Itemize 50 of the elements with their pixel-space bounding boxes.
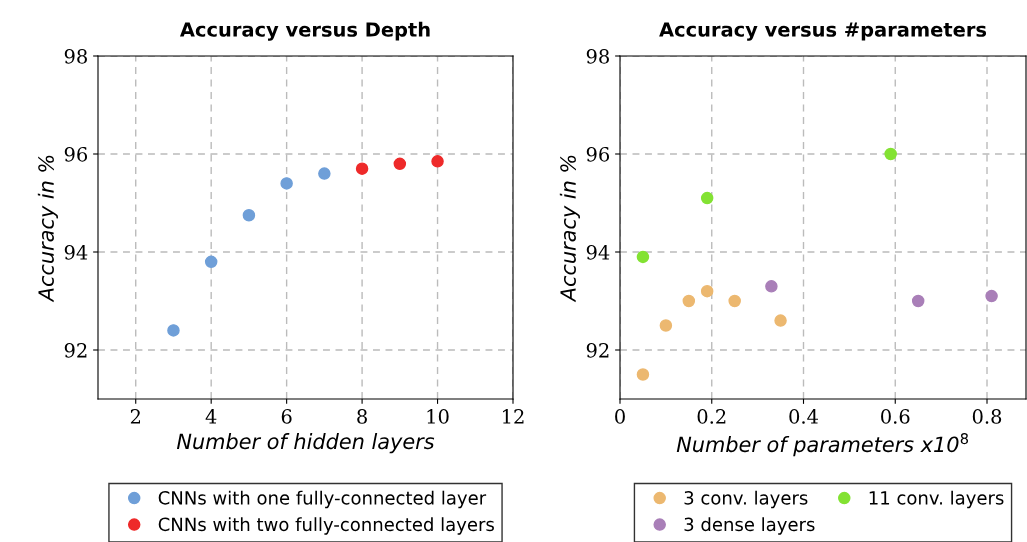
x-tick-label: 8 <box>357 409 367 424</box>
x-tick-label: 0 <box>615 409 625 424</box>
point <box>318 167 331 180</box>
point <box>636 368 650 381</box>
point <box>242 208 256 222</box>
point <box>355 162 369 175</box>
legend-label: CNNs with one fully-connected layer <box>158 490 487 509</box>
x-tick-label: 6 <box>281 409 292 424</box>
x-tick-label: 0.8 <box>972 409 1002 424</box>
y-tick-label: 96 <box>586 146 610 162</box>
x-axis-title: Number of parameters x10$^{8}$ <box>676 433 969 457</box>
x-axis-title: Number of hidden layers <box>176 433 435 454</box>
chart-title: Accuracy versus Depth <box>179 21 430 41</box>
legend-label: 3 conv. layers <box>684 490 808 509</box>
point <box>911 294 925 308</box>
point <box>985 289 998 303</box>
point <box>431 155 444 168</box>
y-tick-label: 94 <box>586 244 610 260</box>
x-tick-label: 0.4 <box>789 409 818 424</box>
point <box>280 177 293 190</box>
y-axis-title: Accuracy in % <box>37 155 58 303</box>
x-tick-label: 10 <box>427 409 449 424</box>
legend-label: 11 conv. layers <box>869 490 1004 509</box>
point <box>204 255 218 269</box>
chart-title: Accuracy versus #parameters <box>659 22 987 41</box>
x-tick-label: 0.2 <box>697 409 726 424</box>
y-tick-label: 98 <box>586 48 609 64</box>
y-tick-label: 92 <box>64 342 87 358</box>
point <box>393 157 407 171</box>
y-tick-label: 92 <box>586 342 609 358</box>
point <box>728 294 741 308</box>
point <box>659 319 673 332</box>
x-tick-label: 2 <box>130 409 141 424</box>
point <box>700 191 714 205</box>
point <box>774 314 787 327</box>
y-axis-title: Accuracy in % <box>559 155 580 303</box>
legend-label: CNNs with two fully-connected layers <box>158 517 494 535</box>
x-tick-label: 0.6 <box>881 409 910 424</box>
point <box>884 147 897 161</box>
point <box>167 324 180 337</box>
point <box>765 280 778 293</box>
point <box>700 284 714 298</box>
x-tick-label: 4 <box>205 409 217 424</box>
y-tick-label: 98 <box>64 48 87 64</box>
legend-label: 3 dense layers <box>684 517 815 535</box>
y-tick-label: 96 <box>64 146 88 162</box>
y-tick-label: 94 <box>64 244 88 260</box>
point <box>682 294 696 308</box>
x-tick-label: 12 <box>503 409 524 424</box>
point <box>636 250 650 264</box>
